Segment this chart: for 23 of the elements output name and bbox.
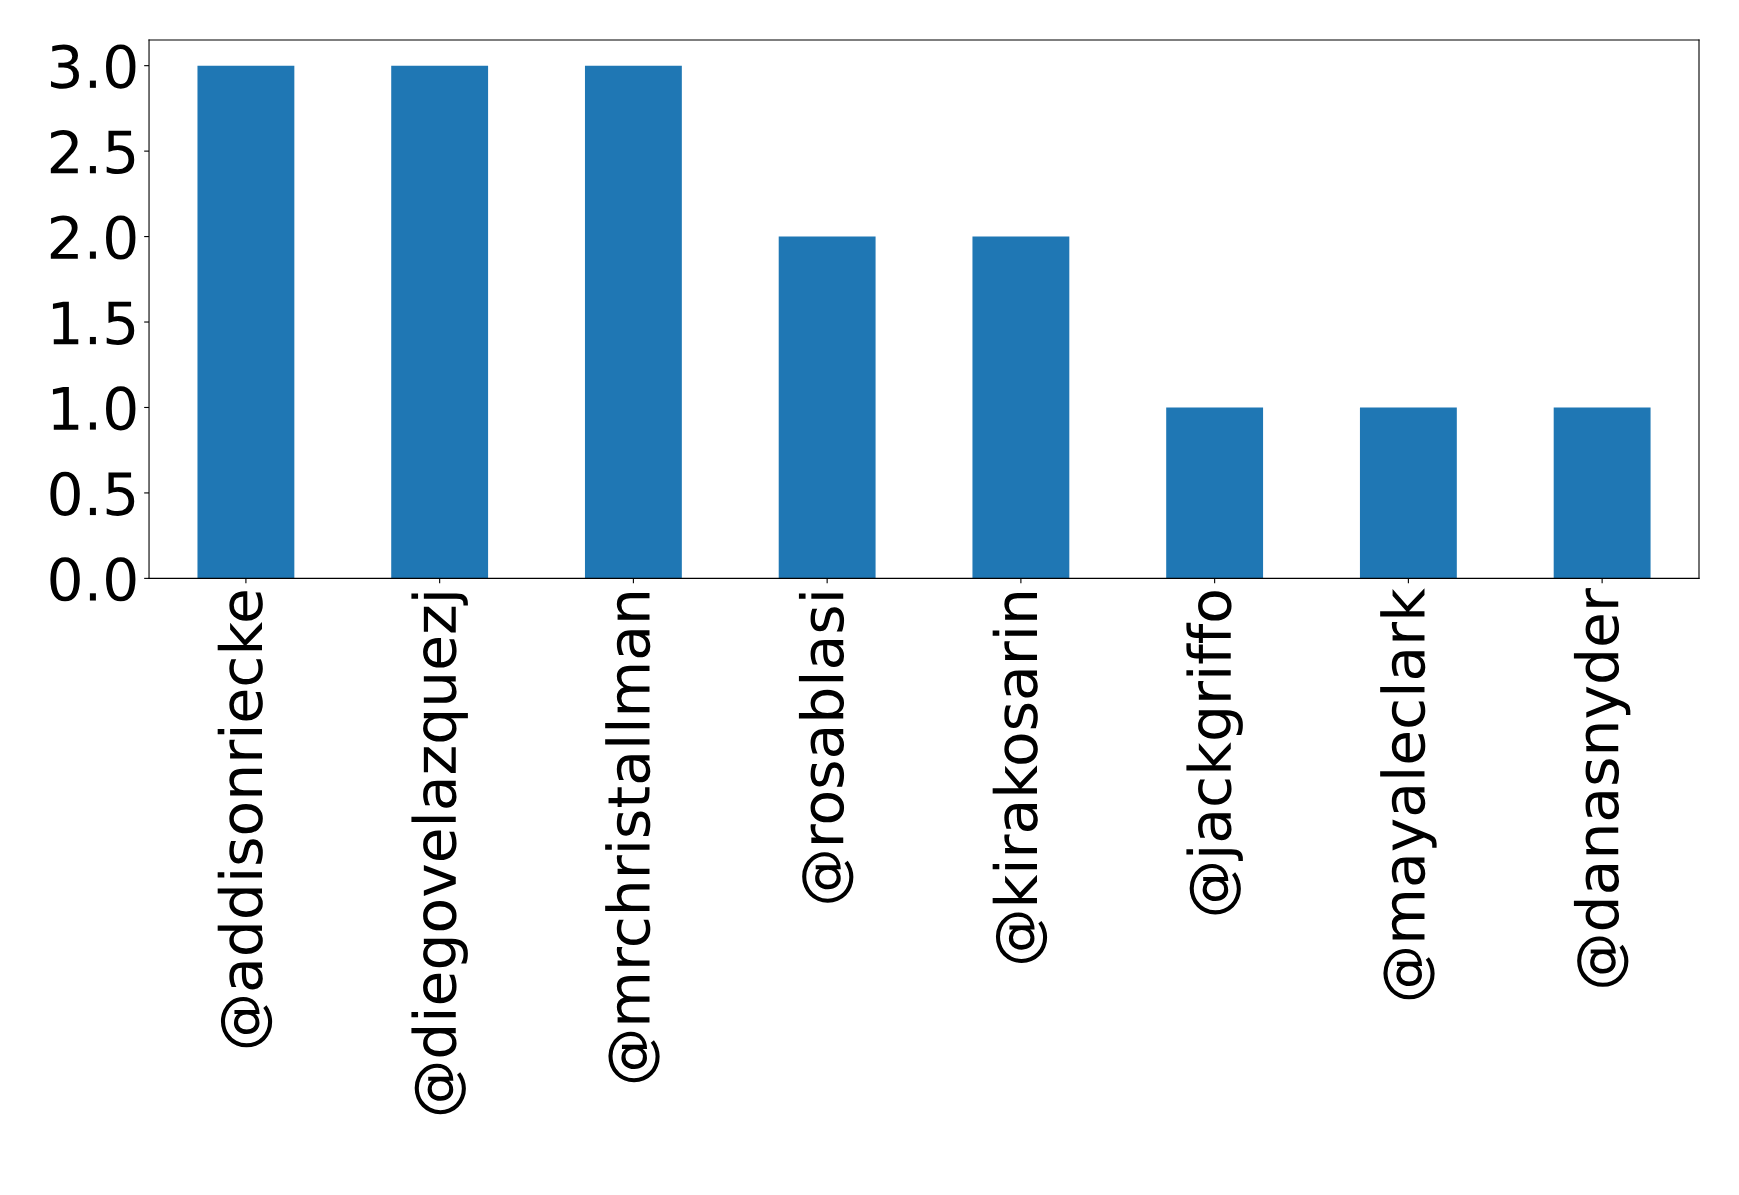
x-tick-label: @rosablasi — [798, 593, 854, 903]
x-tick-label: @mrchristallman — [605, 593, 660, 1083]
bar — [197, 65, 295, 579]
y-tick-label: 2.0 — [50, 215, 136, 260]
bar — [1166, 407, 1264, 579]
bar — [972, 236, 1070, 579]
bar — [1553, 407, 1651, 579]
x-tick-label: @kirakosarin — [992, 593, 1048, 963]
bar — [584, 65, 682, 579]
x-tick-label: @jackgriffo — [1186, 591, 1243, 915]
y-tick-label: 0.5 — [50, 471, 135, 516]
y-tick-label: 2.5 — [50, 129, 135, 175]
bar — [391, 65, 489, 579]
y-tick-label: 1.5 — [52, 301, 135, 346]
x-tick-label: @diegovelazquezj — [411, 593, 468, 1115]
bar — [1359, 407, 1457, 579]
bar — [778, 236, 876, 579]
x-tick-label: @mayaleclark — [1380, 588, 1437, 1000]
x-tick-label: @danasnyder — [1573, 588, 1631, 987]
x-tick-label: @addisonriecke — [217, 591, 273, 1048]
y-tick-label: 3.0 — [50, 44, 136, 89]
y-tick-label: 0.0 — [50, 557, 136, 602]
y-tick-label: 1.0 — [52, 386, 136, 431]
